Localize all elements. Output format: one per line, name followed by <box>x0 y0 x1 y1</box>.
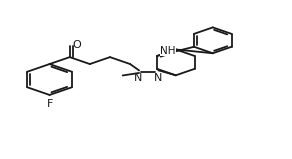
Text: F: F <box>46 99 53 109</box>
Text: N: N <box>153 73 162 83</box>
Text: O: O <box>73 40 82 50</box>
Text: N: N <box>134 73 143 83</box>
Text: NH: NH <box>160 46 176 55</box>
